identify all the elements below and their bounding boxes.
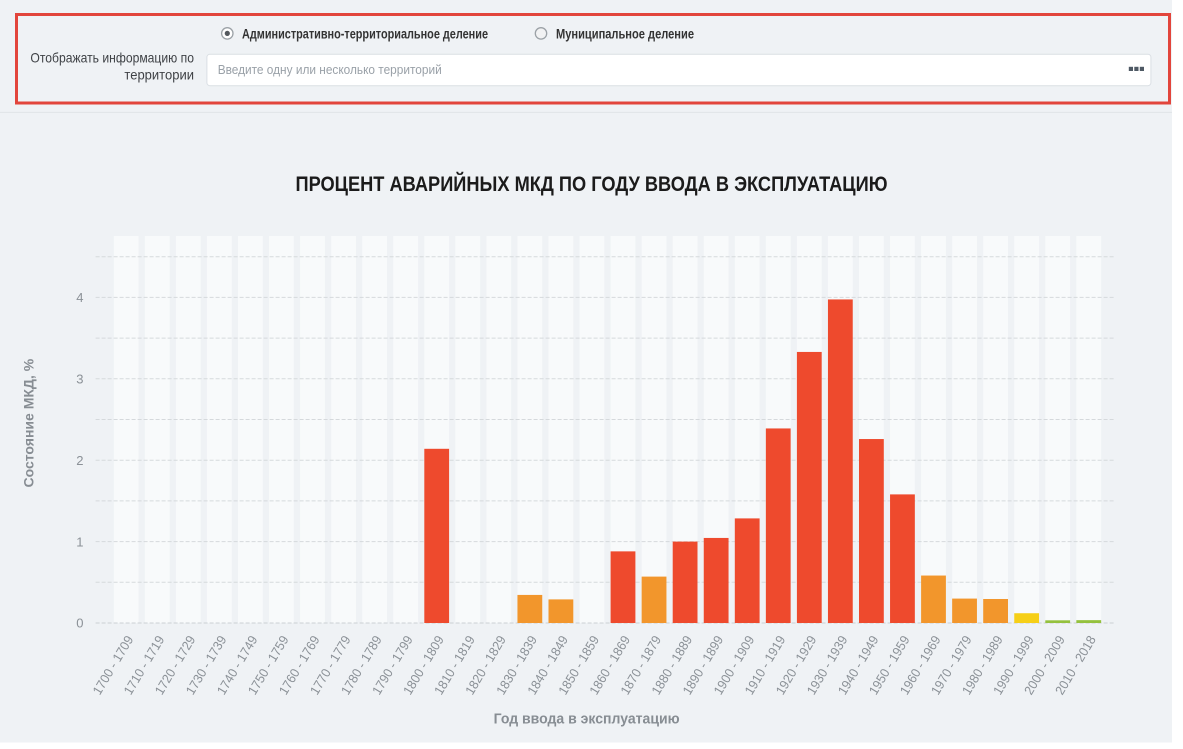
svg-text:0: 0 — [76, 616, 83, 631]
svg-text:Год ввода в эксплуатацию: Год ввода в эксплуатацию — [494, 711, 680, 728]
svg-text:3: 3 — [76, 372, 83, 387]
svg-text:Отображать информацию по: Отображать информацию по — [30, 50, 194, 66]
svg-text:4: 4 — [76, 290, 83, 305]
svg-text:Состояние МКД, %: Состояние МКД, % — [22, 359, 37, 488]
svg-text:2: 2 — [76, 453, 83, 468]
svg-text:1: 1 — [76, 534, 83, 549]
svg-text:Административно-территориально: Административно-территориальное деление — [242, 25, 488, 41]
svg-text:Муниципальное деление: Муниципальное деление — [556, 25, 694, 41]
svg-text:территории: территории — [124, 67, 194, 83]
svg-text:Введите одну или несколько тер: Введите одну или несколько территорий — [218, 62, 442, 77]
svg-text:ПРОЦЕНТ АВАРИЙНЫХ МКД ПО ГОДУ: ПРОЦЕНТ АВАРИЙНЫХ МКД ПО ГОДУ ВВОДА В ЭК… — [296, 172, 888, 196]
